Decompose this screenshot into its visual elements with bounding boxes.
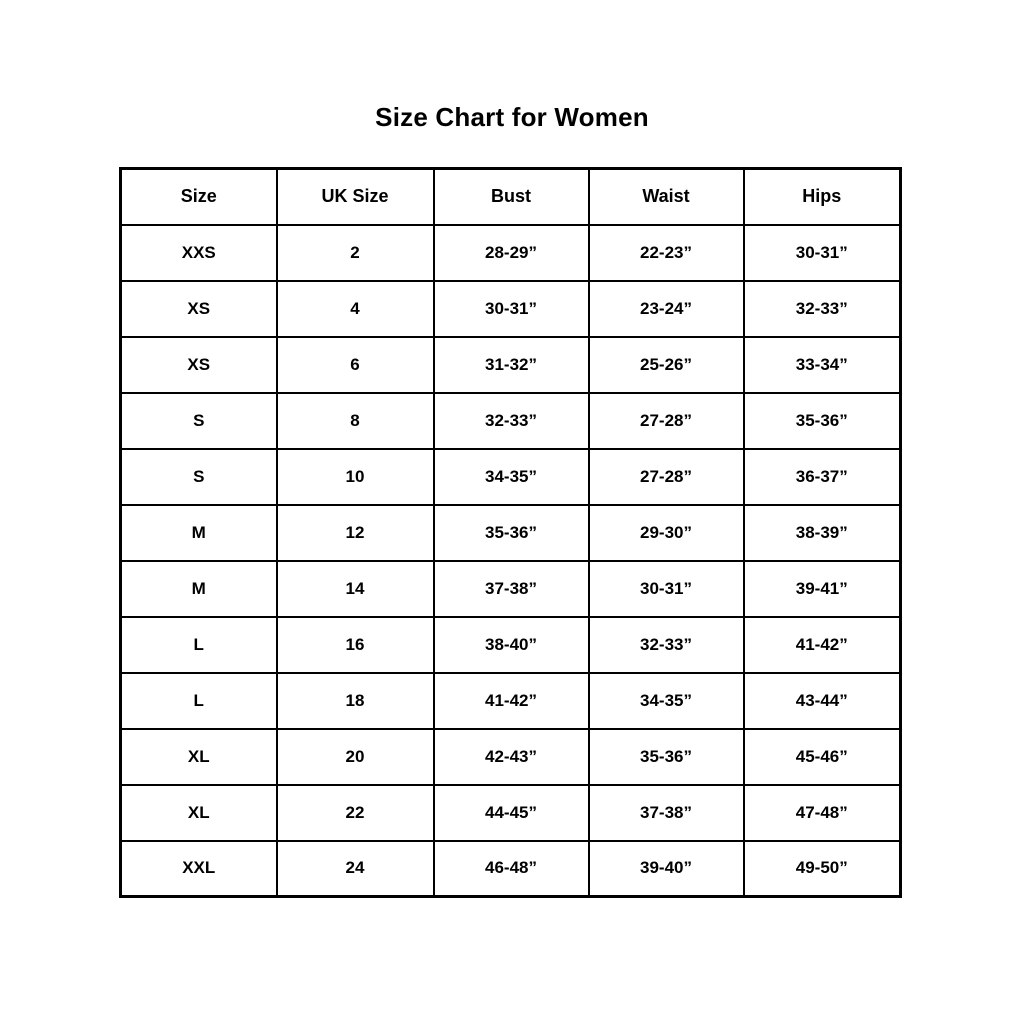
cell-waist: 35-36”: [587, 727, 745, 786]
cell-uk-size: 18: [275, 671, 435, 730]
cell-waist: 27-28”: [587, 391, 745, 450]
column-header-waist: Waist: [587, 167, 745, 226]
cell-waist: 29-30”: [587, 503, 745, 562]
cell-hips: 39-41”: [742, 559, 902, 618]
table-row: XS 6 31-32” 25-26” 33-34”: [119, 335, 902, 394]
cell-bust: 37-38”: [432, 559, 590, 618]
table-header-row: Size UK Size Bust Waist Hips: [119, 167, 902, 226]
cell-hips: 45-46”: [742, 727, 902, 786]
cell-size: XXS: [119, 223, 278, 282]
table-row: XXS 2 28-29” 22-23” 30-31”: [119, 223, 902, 282]
cell-uk-size: 8: [275, 391, 435, 450]
cell-waist: 34-35”: [587, 671, 745, 730]
column-header-size: Size: [119, 167, 278, 226]
cell-uk-size: 4: [275, 279, 435, 338]
cell-uk-size: 16: [275, 615, 435, 674]
column-header-uk-size: UK Size: [275, 167, 435, 226]
table-row: L 16 38-40” 32-33” 41-42”: [119, 615, 902, 674]
cell-bust: 41-42”: [432, 671, 590, 730]
cell-uk-size: 6: [275, 335, 435, 394]
cell-uk-size: 14: [275, 559, 435, 618]
cell-uk-size: 2: [275, 223, 435, 282]
table-header: Size UK Size Bust Waist Hips: [119, 167, 902, 226]
cell-hips: 30-31”: [742, 223, 902, 282]
table-row: XXL 24 46-48” 39-40” 49-50”: [119, 839, 902, 898]
cell-hips: 49-50”: [742, 839, 902, 898]
cell-bust: 44-45”: [432, 783, 590, 842]
table-row: S 8 32-33” 27-28” 35-36”: [119, 391, 902, 450]
cell-hips: 36-37”: [742, 447, 902, 506]
column-header-hips: Hips: [742, 167, 902, 226]
cell-waist: 39-40”: [587, 839, 745, 898]
cell-hips: 33-34”: [742, 335, 902, 394]
cell-size: XL: [119, 783, 278, 842]
cell-uk-size: 22: [275, 783, 435, 842]
cell-hips: 43-44”: [742, 671, 902, 730]
table-row: S 10 34-35” 27-28” 36-37”: [119, 447, 902, 506]
cell-bust: 28-29”: [432, 223, 590, 282]
table-body: XXS 2 28-29” 22-23” 30-31” XS 4 30-31” 2…: [119, 223, 902, 898]
table-row: M 12 35-36” 29-30” 38-39”: [119, 503, 902, 562]
table-row: L 18 41-42” 34-35” 43-44”: [119, 671, 902, 730]
cell-bust: 46-48”: [432, 839, 590, 898]
cell-bust: 34-35”: [432, 447, 590, 506]
cell-bust: 42-43”: [432, 727, 590, 786]
cell-uk-size: 24: [275, 839, 435, 898]
cell-uk-size: 10: [275, 447, 435, 506]
cell-waist: 23-24”: [587, 279, 745, 338]
cell-uk-size: 12: [275, 503, 435, 562]
cell-waist: 22-23”: [587, 223, 745, 282]
cell-size: S: [119, 391, 278, 450]
cell-bust: 38-40”: [432, 615, 590, 674]
cell-hips: 38-39”: [742, 503, 902, 562]
cell-size: XL: [119, 727, 278, 786]
cell-size: M: [119, 503, 278, 562]
cell-uk-size: 20: [275, 727, 435, 786]
table-row: XL 22 44-45” 37-38” 47-48”: [119, 783, 902, 842]
cell-size: S: [119, 447, 278, 506]
cell-size: M: [119, 559, 278, 618]
cell-bust: 31-32”: [432, 335, 590, 394]
table-row: M 14 37-38” 30-31” 39-41”: [119, 559, 902, 618]
cell-size: XS: [119, 279, 278, 338]
cell-hips: 35-36”: [742, 391, 902, 450]
cell-bust: 32-33”: [432, 391, 590, 450]
cell-size: XXL: [119, 839, 278, 898]
cell-waist: 25-26”: [587, 335, 745, 394]
column-header-bust: Bust: [432, 167, 590, 226]
table-row: XS 4 30-31” 23-24” 32-33”: [119, 279, 902, 338]
size-chart-table: Size UK Size Bust Waist Hips XXS 2 28-29…: [119, 167, 902, 898]
table-row: XL 20 42-43” 35-36” 45-46”: [119, 727, 902, 786]
cell-size: L: [119, 615, 278, 674]
cell-hips: 47-48”: [742, 783, 902, 842]
page-title: Size Chart for Women: [375, 102, 649, 132]
cell-bust: 35-36”: [432, 503, 590, 562]
cell-waist: 30-31”: [587, 559, 745, 618]
cell-hips: 32-33”: [742, 279, 902, 338]
cell-size: XS: [119, 335, 278, 394]
cell-hips: 41-42”: [742, 615, 902, 674]
cell-size: L: [119, 671, 278, 730]
cell-bust: 30-31”: [432, 279, 590, 338]
cell-waist: 37-38”: [587, 783, 745, 842]
cell-waist: 27-28”: [587, 447, 745, 506]
cell-waist: 32-33”: [587, 615, 745, 674]
